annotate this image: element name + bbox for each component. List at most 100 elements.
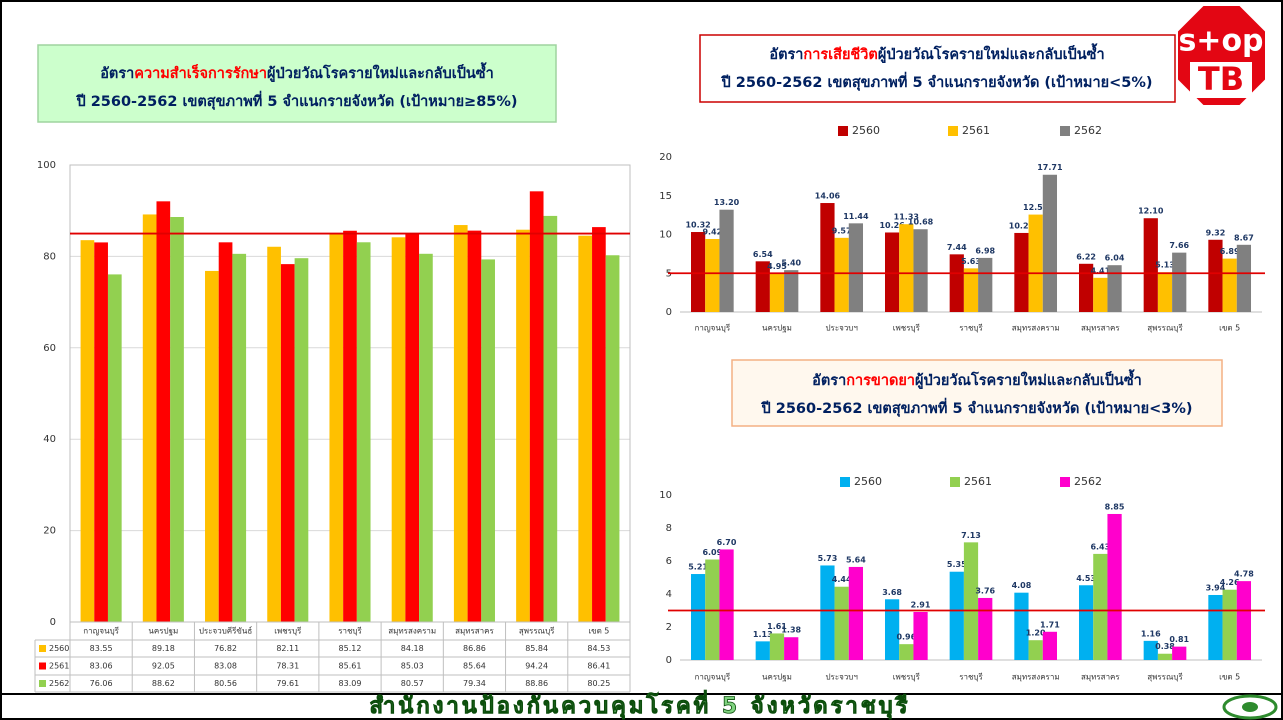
value-label: 1.38 — [781, 626, 801, 635]
bar — [1222, 589, 1237, 660]
bar — [481, 259, 495, 622]
legend-swatch — [840, 477, 850, 487]
bar — [963, 542, 979, 660]
x-tick-label: สุพรรณบุรี — [1147, 324, 1183, 333]
legend-swatch — [1060, 477, 1070, 487]
value-label: 5.21 — [688, 563, 708, 572]
bar — [1093, 553, 1108, 660]
y-tick-label: 6 — [666, 556, 672, 567]
value-label: 9.57 — [832, 226, 852, 235]
table-value: 83.55 — [90, 644, 113, 653]
bar — [343, 230, 357, 622]
bar — [94, 242, 108, 622]
value-label: 0.38 — [1155, 642, 1175, 651]
bar — [769, 273, 785, 312]
chart-title: อัตราการขาดยาผู้ป่วยวัณโรครายใหม่และกลับ… — [812, 369, 1142, 389]
title-highlight: การขาดยา — [846, 373, 915, 389]
title-part: ผู้ป่วยวัณโรครายใหม่และกลับเป็นซ้ำ — [267, 62, 494, 82]
legend-swatch — [838, 126, 848, 136]
bar — [978, 597, 993, 660]
x-tick-label: สมุทรสาคร — [455, 627, 494, 636]
title-highlight: การเสียชีวิต — [803, 46, 877, 63]
title-part: ผู้ป่วยวัณโรครายใหม่และกลับเป็นซ้ำ — [878, 43, 1105, 63]
x-tick-label: เพชรบุรี — [274, 627, 302, 636]
y-tick-label: 4 — [666, 589, 672, 600]
footer-text: สำนักงานป้องกันควบคุมโรคที่ 5 จังหวัดราช… — [370, 689, 911, 720]
x-tick-label: นครปฐม — [148, 627, 178, 636]
bar — [884, 599, 900, 660]
x-tick-label: กาญจนบุรี — [83, 627, 119, 636]
table-value: 88.86 — [525, 679, 548, 688]
bar — [592, 227, 606, 622]
legend-label: 2560 — [49, 644, 69, 653]
y-tick-label: 10 — [659, 230, 672, 241]
value-label: 2.91 — [911, 600, 931, 609]
value-label: 4.26 — [1220, 578, 1240, 587]
bar — [769, 633, 785, 660]
bar — [391, 237, 406, 622]
y-tick-label: 20 — [43, 526, 56, 537]
legend-label: 2562 — [49, 679, 69, 688]
title-box — [699, 34, 1176, 103]
bar — [949, 571, 964, 660]
bar — [232, 253, 247, 622]
value-label: 6.70 — [717, 538, 737, 547]
table-value: 85.12 — [339, 644, 362, 653]
bar — [529, 191, 544, 623]
bar — [848, 566, 864, 660]
table-value: 84.18 — [401, 644, 424, 653]
bar — [1107, 265, 1122, 312]
bar — [1172, 646, 1187, 660]
bar — [1078, 263, 1094, 312]
bar — [834, 586, 849, 660]
value-label: 0.81 — [1169, 635, 1189, 644]
value-label: 3.94 — [1206, 583, 1226, 592]
table-value: 85.64 — [463, 662, 486, 671]
value-label: 4.44 — [832, 575, 852, 584]
value-label: 5.40 — [781, 259, 801, 268]
value-label: 3.76 — [975, 586, 995, 595]
x-tick-label: เขต 5 — [1219, 324, 1240, 333]
bar — [156, 201, 171, 623]
bar — [784, 637, 799, 660]
value-label: 17.71 — [1037, 163, 1063, 172]
value-label: 4.95 — [767, 262, 787, 271]
table-value: 82.11 — [276, 644, 299, 653]
table-value: 88.62 — [152, 679, 175, 688]
logo-text: TB — [1198, 60, 1244, 98]
bar — [1236, 581, 1252, 660]
bar — [280, 264, 295, 622]
value-label: 5.73 — [818, 554, 838, 563]
legend-label: 2562 — [1074, 475, 1102, 488]
bar — [705, 238, 720, 312]
bar — [884, 232, 900, 312]
table-value: 80.56 — [214, 679, 237, 688]
bar — [419, 253, 433, 622]
table-value: 79.34 — [463, 679, 486, 688]
x-tick-label: กาญจนบุรี — [694, 673, 730, 682]
value-label: 3.68 — [882, 588, 902, 597]
table-value: 83.08 — [214, 662, 237, 671]
value-label: 7.13 — [961, 531, 981, 540]
value-label: 7.44 — [947, 243, 967, 252]
bar — [690, 574, 706, 660]
bar — [834, 237, 849, 312]
y-tick-label: 0 — [50, 617, 56, 628]
bar — [899, 644, 914, 660]
logo-text: s+op — [1178, 24, 1263, 59]
bar — [1078, 585, 1094, 660]
bar — [1172, 252, 1187, 312]
logo-block — [1190, 62, 1252, 98]
value-label: 1.20 — [1026, 629, 1046, 638]
value-label: 10.32 — [685, 221, 710, 230]
title-box — [37, 44, 557, 123]
bar — [80, 240, 95, 622]
value-label: 6.09 — [702, 548, 722, 557]
bar — [848, 223, 864, 312]
value-label: 11.44 — [843, 212, 869, 221]
legend-swatch — [39, 680, 46, 687]
legend-label: 2561 — [962, 124, 990, 137]
value-label: 5.63 — [961, 257, 981, 266]
table-value: 78.31 — [276, 662, 299, 671]
